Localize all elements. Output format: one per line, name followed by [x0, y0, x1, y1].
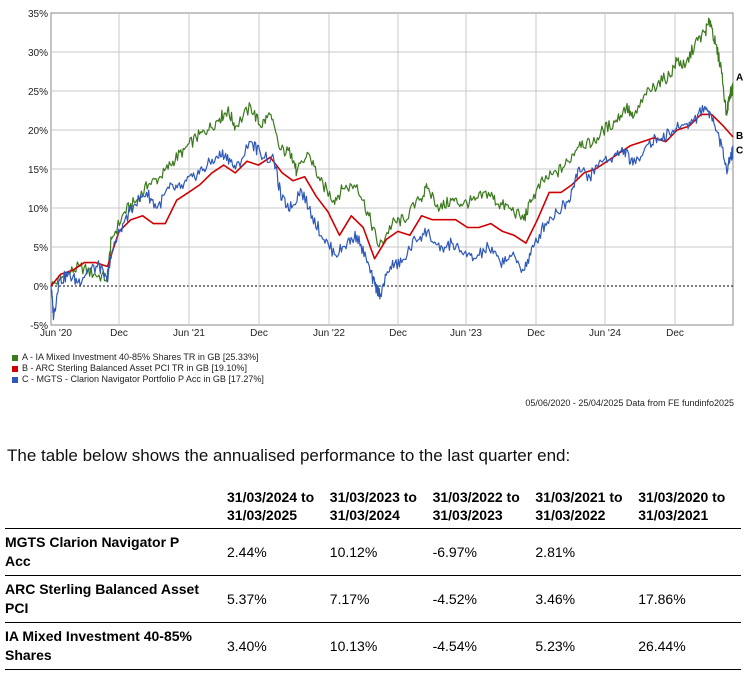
fund-name-cell: ARC Sterling Balanced Asset PCI: [5, 575, 227, 623]
value-cell: -4.52%: [432, 575, 536, 623]
fund-name-cell: IA Mixed Investment 40-85% Shares: [5, 622, 227, 670]
header-period-5: 31/03/2020 to 31/03/2021: [638, 488, 741, 529]
chart-legend: A - IA Mixed Investment 40-85% Shares TR…: [12, 352, 264, 385]
x-tick-label: Jun '20: [40, 328, 72, 339]
header-blank-cell: [5, 488, 227, 529]
series-end-label-b: B: [736, 131, 743, 142]
series-line-b: [50, 113, 734, 287]
y-tick-label: 15%: [28, 165, 48, 176]
header-period-2-line1: 31/03/2023 to: [329, 489, 417, 505]
value-cell: -6.97%: [432, 528, 536, 576]
table-row: ARC Sterling Balanced Asset PCI 5.37% 7.1…: [5, 575, 741, 623]
y-tick-label: 5%: [34, 243, 49, 254]
fund-name-line1: MGTS Clarion Navigator P: [5, 534, 180, 550]
series-end-label-a: A: [736, 72, 743, 83]
x-tick-label: Dec: [110, 328, 128, 339]
y-tick-label: 30%: [28, 48, 48, 59]
legend-item-c: C - MGTS - Clarion Navigator Portfolio P…: [12, 374, 264, 385]
legend-label-b: B - ARC Sterling Balanced Asset PCI TR i…: [22, 363, 247, 373]
y-tick-label: 20%: [28, 126, 48, 137]
x-tick-label: Dec: [250, 328, 268, 339]
header-period-3-line2: 31/03/2023: [432, 507, 503, 523]
value-cell: 7.17%: [329, 575, 433, 623]
value-cell: 10.13%: [329, 622, 433, 670]
header-period-2: 31/03/2023 to 31/03/2024: [329, 488, 433, 529]
value-cell: 2.81%: [535, 528, 639, 576]
value-cell: 5.37%: [227, 575, 330, 623]
fund-name-line2: Shares: [5, 647, 52, 663]
value-cell: 17.86%: [638, 575, 741, 623]
y-tick-label: 25%: [28, 87, 48, 98]
value-cell: 2.44%: [227, 528, 330, 576]
legend-swatch-a: [12, 354, 18, 361]
value-cell: 5.23%: [535, 622, 639, 670]
legend-label-a: A - IA Mixed Investment 40-85% Shares TR…: [22, 352, 259, 362]
x-tick-label: Dec: [527, 328, 545, 339]
table-header-row: 31/03/2024 to 31/03/2025 31/03/2023 to 31/…: [5, 488, 741, 529]
header-period-4-line2: 31/03/2022: [535, 507, 606, 523]
x-tick-label: Jun '23: [450, 328, 482, 339]
header-period-5-line1: 31/03/2020 to: [638, 489, 726, 505]
fund-name-cell: MGTS Clarion Navigator P Acc: [5, 528, 227, 576]
performance-table: 31/03/2024 to 31/03/2025 31/03/2023 to 31/…: [5, 488, 741, 670]
header-period-4-line1: 31/03/2021 to: [535, 489, 623, 505]
value-cell: 3.40%: [227, 622, 330, 670]
fund-name-line1: IA Mixed Investment 40-85%: [5, 628, 192, 644]
legend-swatch-c: [12, 376, 18, 383]
y-tick-label: 0%: [34, 282, 49, 293]
header-period-1: 31/03/2024 to 31/03/2025: [227, 488, 330, 529]
performance-line-chart: -5% 0% 5% 10% 15% 20% 25% 30% 35% Jun '20 Dec Jun '…: [28, 9, 743, 339]
value-cell: 10.12%: [329, 528, 433, 576]
header-period-1-line1: 31/03/2024 to: [227, 489, 315, 505]
legend-item-a: A - IA Mixed Investment 40-85% Shares TR…: [12, 352, 264, 363]
legend-swatch-b: [12, 365, 18, 372]
y-tick-label: -5%: [30, 321, 48, 332]
x-tick-label: Dec: [666, 328, 684, 339]
fund-name-line2: PCI: [5, 600, 29, 616]
value-cell: [638, 528, 741, 576]
x-tick-label: Jun '24: [589, 328, 621, 339]
value-cell: 3.46%: [535, 575, 639, 623]
value-cell: 26.44%: [638, 622, 741, 670]
y-tick-label: 10%: [28, 204, 48, 215]
table-intro-text: The table below shows the annualised per…: [7, 446, 571, 465]
series-line-c: [50, 104, 734, 321]
header-period-3-line1: 31/03/2022 to: [432, 489, 520, 505]
value-cell: -4.54%: [432, 622, 536, 670]
y-tick-label: 35%: [28, 9, 48, 20]
x-tick-label: Jun '21: [173, 328, 205, 339]
fund-name-line1: ARC Sterling Balanced Asset: [5, 581, 199, 597]
series-line-a: [50, 17, 734, 287]
x-tick-label: Dec: [389, 328, 407, 339]
data-source-note: 05/06/2020 - 25/04/2025 Data from FE fun…: [525, 398, 734, 408]
header-period-2-line2: 31/03/2024: [329, 507, 400, 523]
legend-label-c: C - MGTS - Clarion Navigator Portfolio P…: [22, 374, 264, 384]
header-period-1-line2: 31/03/2025: [227, 507, 298, 523]
header-period-4: 31/03/2021 to 31/03/2022: [535, 488, 639, 529]
table-row: MGTS Clarion Navigator P Acc 2.44% 10.12%…: [5, 528, 741, 576]
series-end-label-c: C: [736, 145, 743, 156]
fund-name-line2: Acc: [5, 553, 31, 569]
header-period-3: 31/03/2022 to 31/03/2023: [432, 488, 536, 529]
legend-item-b: B - ARC Sterling Balanced Asset PCI TR i…: [12, 363, 264, 374]
header-period-5-line2: 31/03/2021: [638, 507, 709, 523]
x-tick-label: Jun '22: [313, 328, 345, 339]
table-row: IA Mixed Investment 40-85% Shares 3.40% 1…: [5, 622, 741, 670]
